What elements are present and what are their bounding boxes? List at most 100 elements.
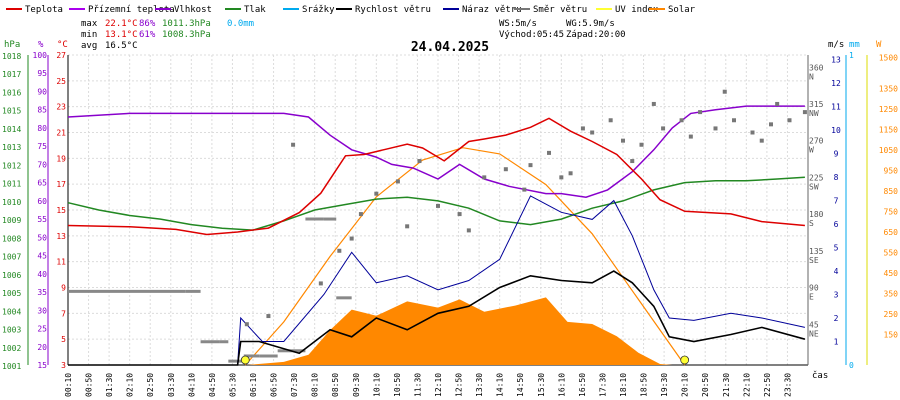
axis-degc-tick: 19 [56,154,66,163]
axis-x-tick: 00:50 [85,373,94,397]
axis-hpa-tick: 1018 [2,52,21,61]
axis-x-tick: 01:30 [105,373,114,397]
stat-min-press: 1008.3hPa [162,30,211,40]
axis-ms-tick: 7 [834,197,839,206]
axis-hpa-tick: 1010 [2,198,21,207]
axis-pct-tick: 45 [37,252,47,261]
axis-x-unit: čas [812,370,828,381]
wind-dir-point [759,138,764,143]
axis-pct-tick: 95 [37,69,47,78]
wind-dir-point [713,126,718,131]
sunset-stat: Západ:20:00 [566,30,626,40]
wind-dir-point [621,138,625,143]
wind-dir-point [457,212,462,217]
wind-dir-point [732,118,736,123]
axis-x-tick: 06:50 [270,373,279,397]
axis-dir-tick: 270 [809,137,824,146]
axis-x-tick: 14:50 [516,373,525,397]
axis-w-tick: 1350 [879,84,898,93]
axis-x-tick: 19:30 [660,373,669,397]
solar-theory-line [244,147,686,366]
axis-x-tick: 16:10 [557,373,566,397]
axis-hpa-tick: 1002 [2,344,21,353]
axis-pct-tick: 20 [37,343,47,352]
humidity-line [67,105,805,198]
wind-dir-point [630,159,635,164]
wind-dir-point [722,89,727,94]
legend-label: Srážky [302,5,335,15]
axis-pct-tick: 50 [37,233,47,242]
axis-x-tick: 09:30 [352,373,361,397]
axis-dir-label: E [809,293,814,302]
axis-degc-tick: 3 [61,361,66,370]
pressure-line [67,176,805,231]
axis-ms-tick: 9 [834,150,839,159]
axis-dir-tick: 360 [809,63,824,72]
wind-dir-point [769,122,773,127]
wind-dir-point [580,126,585,131]
axis-dir-label: W [809,146,814,155]
axis-dir-tick: 315 [809,100,824,109]
axis-dir-label: NE [809,329,819,338]
axis-x-tick: 00:10 [64,373,73,397]
axis-mm-tick: 1 [849,51,854,60]
legend-label: Vlhkost [174,5,212,15]
wind-dir-point [291,142,296,147]
axis-w-unit: W [876,40,882,50]
axis-pct-tick: 90 [37,87,47,96]
wind-dir-point [651,101,656,106]
axis-dir-label: NW [809,109,819,118]
axis-pct-tick: 65 [37,179,47,188]
uv-marker [680,355,690,365]
axis-dir-label: S [809,219,814,228]
axis-x-tick: 08:10 [311,373,320,397]
axis-pct-tick: 100 [33,51,48,60]
axis-pct-tick: 85 [37,106,47,115]
axis-pct-unit: % [38,40,44,50]
wind-dir-point [608,118,613,123]
wind-dir-point [559,175,564,180]
wind-dir-point [698,110,703,115]
axis-pct-tick: 80 [37,124,47,133]
axis-dir-label: N [809,72,814,81]
axis-x-tick: 21:30 [722,373,731,397]
legend-label: Solar [668,5,696,15]
axis-hpa-tick: 1005 [2,289,21,298]
stat-max-temp: 22.1°C [105,19,138,29]
wind-dir-point [639,142,644,147]
axis-x-tick: 20:50 [701,373,710,397]
wind-dir-point [679,118,684,123]
axis-dir-tick: 135 [809,247,824,256]
axis-hpa-tick: 1008 [2,234,21,243]
axis-x-tick: 02:10 [126,373,135,397]
axis-degc-tick: 7 [61,309,66,318]
axis-dir-label: SE [809,256,819,265]
wind-dir-point [528,163,533,168]
axis-x-tick: 12:50 [455,373,464,397]
stat-max-rain: 0.0mm [227,19,254,29]
axis-hpa-tick: 1011 [2,180,21,189]
axis-w-tick: 1150 [879,125,898,134]
axis-pct-tick: 35 [37,288,47,297]
wind-dir-point [244,322,249,327]
stat-avg-temp: 16.5°C [105,41,138,51]
axis-x-tick: 10:50 [393,373,402,397]
uv-marker [240,355,250,365]
axis-x-tick: 16:50 [578,373,587,397]
sunrise-stat: Východ:05:45 [499,30,564,40]
legend-label: Přízemní teplota [88,5,175,15]
axis-degc-tick: 9 [61,284,66,293]
wind-dir-point [661,126,666,131]
legend-label: Rychlost větru [355,5,431,15]
axis-w-tick: 450 [884,269,899,278]
stats-block: max 22.1°C 86% 1011.3hPa 0.0mm min 13.1°C 61% 10… [81,19,626,51]
wind-dir-point [358,212,363,217]
axis-ms-tick: 5 [834,244,839,253]
axis-x-tick: 20:10 [681,373,690,397]
plot-area [67,89,807,366]
temperature-line [67,117,805,236]
axis-ms-tick: 1 [834,338,839,347]
legend-label: Tlak [244,5,266,15]
axis-w-tick: 1500 [879,54,898,63]
